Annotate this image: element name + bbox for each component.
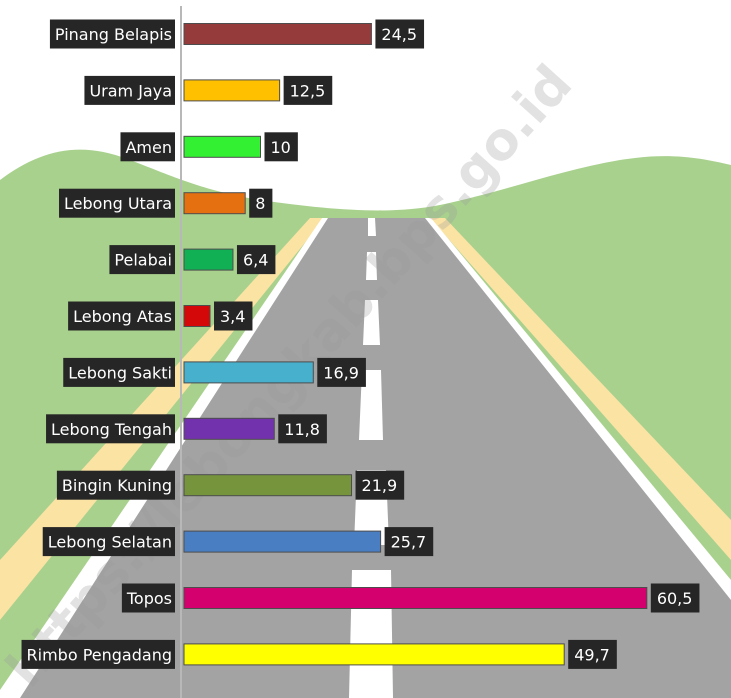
value-label-box — [650, 583, 700, 613]
value-label-box — [384, 527, 434, 557]
category-label: Lebong Selatan — [48, 533, 172, 552]
category-label-box — [46, 414, 175, 444]
lane-dash — [359, 370, 383, 440]
category-label: Amen — [125, 138, 172, 157]
bar — [183, 361, 314, 384]
lane-dash — [368, 218, 376, 236]
category-label-box — [109, 245, 175, 275]
category-label: Lebong Tengah — [51, 420, 172, 439]
value-label: 6,4 — [243, 251, 268, 270]
category-label: Bingin Kuning — [62, 476, 172, 495]
value-label-box — [264, 132, 298, 162]
bar — [183, 587, 648, 609]
value-label: 8 — [255, 194, 265, 213]
category-label-box — [42, 527, 175, 557]
value-label-box — [283, 75, 333, 105]
value-label-box — [236, 245, 276, 275]
category-label: Pelabai — [114, 251, 172, 270]
value-label-box — [214, 301, 253, 331]
category-label: Lebong Sakti — [68, 363, 172, 382]
category-label-box — [49, 19, 175, 49]
value-label: 49,7 — [574, 645, 610, 664]
category-label: Topos — [126, 589, 172, 608]
bar — [183, 474, 353, 497]
value-label: 25,7 — [391, 533, 427, 552]
category-label-box — [59, 188, 175, 218]
value-label: 11,8 — [284, 420, 320, 439]
bar — [183, 530, 382, 553]
road — [10, 218, 731, 698]
bars-group: Pinang Belapis 24,5 Uram Jaya 12,5 Amen 10 Leb… — [21, 19, 700, 669]
value-label: 12,5 — [290, 81, 326, 100]
category-label: Pinang Belapis — [55, 25, 172, 44]
bar — [183, 135, 261, 158]
road-edge-left — [0, 218, 328, 698]
bar — [183, 79, 281, 102]
category-label: Lebong Atas — [73, 307, 172, 326]
background-landscape — [0, 149, 731, 698]
category-label-box — [84, 75, 175, 105]
road-edge-right — [425, 218, 731, 600]
bar — [183, 23, 372, 45]
bar — [183, 248, 234, 271]
value-label: 3,4 — [220, 307, 245, 326]
category-label-box — [120, 132, 175, 162]
category-label: Rimbo Pengadang — [27, 645, 172, 664]
value-label-box — [375, 19, 425, 49]
value-label: 10 — [271, 138, 291, 157]
category-label-box — [56, 470, 175, 500]
bar — [183, 417, 275, 440]
value-label: 21,9 — [362, 476, 398, 495]
bar — [183, 192, 246, 215]
category-label-box — [63, 357, 175, 387]
category-label-box — [21, 639, 175, 669]
lane-dash — [363, 300, 380, 345]
value-label-box — [568, 639, 617, 669]
value-label-box — [317, 357, 366, 387]
value-label-box — [278, 414, 327, 444]
bar — [183, 305, 211, 327]
value-label: 24,5 — [381, 25, 417, 44]
value-label-box — [249, 188, 273, 218]
category-label-box — [121, 583, 175, 613]
value-label: 60,5 — [657, 589, 693, 608]
category-label: Uram Jaya — [89, 81, 172, 100]
bar — [183, 643, 565, 666]
value-label-box — [355, 470, 405, 500]
lane-dash — [366, 252, 377, 280]
road-shoulder-right — [430, 218, 731, 560]
category-label: Lebong Utara — [64, 194, 172, 213]
value-label: 16,9 — [323, 363, 359, 382]
category-label-box — [68, 301, 175, 331]
